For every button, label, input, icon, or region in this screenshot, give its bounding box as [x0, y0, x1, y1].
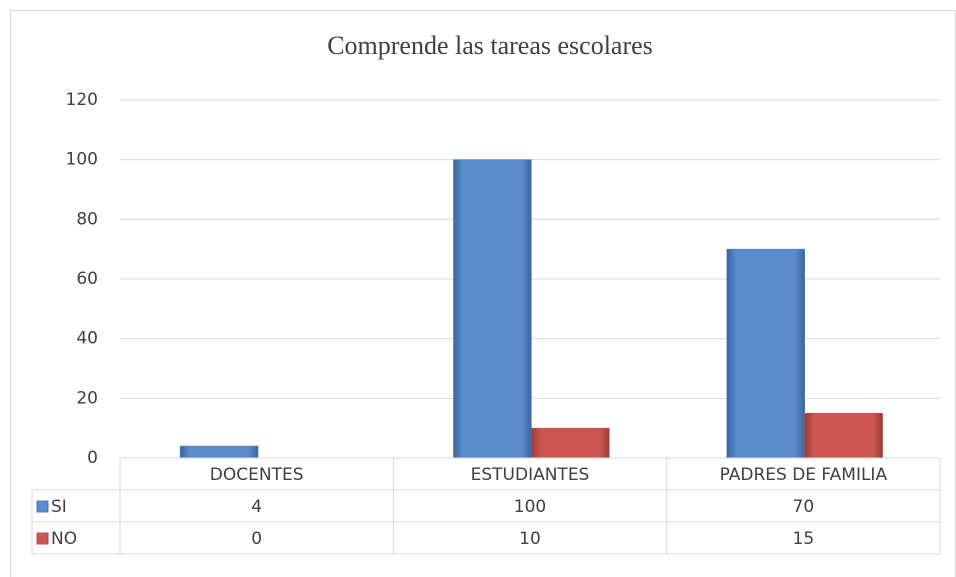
bar: [179, 445, 259, 459]
y-tick-label: 80: [76, 209, 98, 229]
bar: [453, 159, 532, 459]
chart-title: Comprende las tareas escolares: [327, 31, 653, 60]
table-value: 15: [793, 529, 815, 549]
table-value: 4: [251, 497, 262, 517]
x-tick-label: PADRES DE FAMILIA: [720, 465, 888, 485]
y-tick-label: 20: [76, 388, 98, 408]
x-tick-label: ESTUDIANTES: [471, 465, 590, 485]
y-tick-label: 100: [66, 150, 98, 170]
legend-swatch: [36, 500, 49, 513]
legend-label: NO: [51, 529, 77, 549]
x-tick-label: DOCENTES: [210, 465, 304, 485]
bar: [726, 248, 805, 459]
table-value: 0: [251, 529, 262, 549]
table-value: 10: [519, 529, 541, 549]
bar: [804, 412, 883, 459]
bar: [531, 427, 610, 459]
table-value: 70: [793, 497, 815, 517]
y-tick-label: 40: [76, 329, 98, 349]
y-tick-label: 0: [87, 448, 98, 468]
y-tick-label: 120: [66, 90, 98, 110]
y-tick-label: 60: [76, 269, 98, 289]
table-value: 100: [514, 497, 546, 517]
legend-label: SI: [51, 497, 67, 517]
legend-swatch: [36, 532, 49, 545]
